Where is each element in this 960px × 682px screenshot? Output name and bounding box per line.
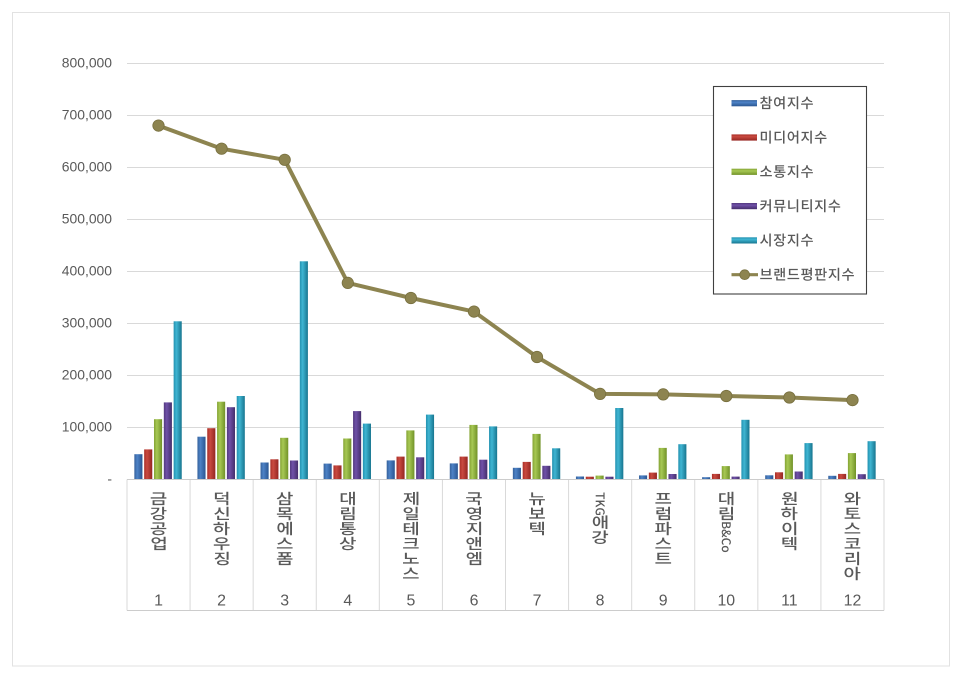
svg-text:500,000: 500,000 (62, 211, 112, 227)
svg-text:300,000: 300,000 (62, 315, 112, 331)
svg-text:7: 7 (533, 593, 542, 610)
svg-text:2: 2 (217, 593, 226, 610)
svg-text:-: - (107, 471, 112, 487)
svg-text:10: 10 (717, 593, 735, 610)
svg-text:4: 4 (343, 593, 352, 610)
svg-text:3: 3 (280, 593, 289, 610)
svg-text:800,000: 800,000 (62, 55, 112, 71)
svg-text:400,000: 400,000 (62, 263, 112, 279)
svg-text:12: 12 (844, 593, 862, 610)
svg-text:5: 5 (406, 593, 415, 610)
svg-text:600,000: 600,000 (62, 159, 112, 175)
svg-text:8: 8 (596, 593, 605, 610)
svg-text:1: 1 (154, 593, 163, 610)
svg-text:700,000: 700,000 (62, 107, 112, 123)
svg-text:11: 11 (781, 593, 798, 610)
svg-text:9: 9 (659, 593, 668, 610)
svg-text:200,000: 200,000 (62, 367, 112, 383)
svg-text:100,000: 100,000 (62, 419, 112, 435)
svg-text:6: 6 (470, 593, 479, 610)
